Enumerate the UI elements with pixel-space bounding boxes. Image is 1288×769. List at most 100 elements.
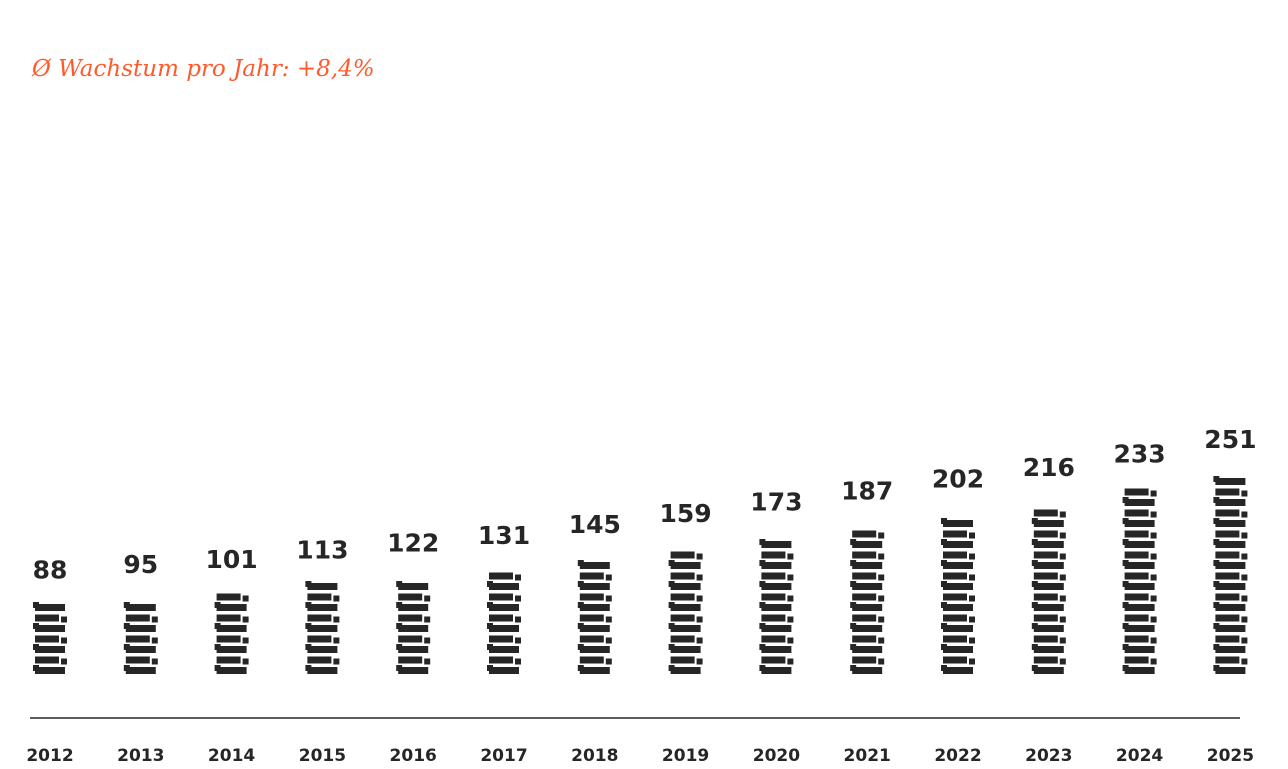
brick [943, 625, 973, 632]
brick [1124, 562, 1155, 569]
brick-stub [850, 665, 857, 671]
brick [579, 614, 604, 622]
brick [1033, 593, 1058, 601]
brick [307, 667, 338, 674]
year-label: 2013 [117, 746, 164, 766]
brick [761, 667, 792, 674]
brick [852, 604, 883, 611]
brick-stub [515, 574, 521, 581]
brick-stub [424, 637, 431, 644]
brick [35, 604, 65, 611]
brick [398, 593, 423, 601]
value-label: 145 [569, 510, 621, 539]
brick [761, 572, 786, 580]
brick [579, 656, 604, 664]
brick [670, 593, 695, 601]
brick-stub [151, 637, 158, 644]
brick [761, 551, 786, 559]
brick-stub [759, 560, 766, 566]
brick-stub [61, 616, 67, 623]
year-label: 2015 [299, 746, 346, 766]
brick-stub [850, 623, 857, 629]
brick-stub [787, 553, 794, 560]
brick-stub [577, 581, 584, 587]
brick-stub [878, 532, 885, 539]
year-label: 2020 [753, 746, 800, 766]
brick-stub [1213, 476, 1220, 482]
brick [1215, 625, 1246, 632]
year-label: 2023 [1025, 746, 1072, 766]
brick [943, 541, 973, 548]
brick-stub [696, 595, 703, 602]
brick [761, 656, 786, 664]
brick-stub [1031, 665, 1038, 671]
brick [1033, 541, 1064, 548]
brick [125, 656, 150, 664]
brick-stub [396, 602, 403, 608]
brick-stub [1059, 637, 1066, 644]
brick-stub [515, 637, 521, 644]
brick-stub [668, 581, 675, 587]
brick-stub [61, 658, 67, 665]
bar-2021 [850, 530, 885, 674]
brick-stub [668, 665, 675, 671]
brick [852, 593, 877, 601]
brick [398, 625, 429, 632]
brick [489, 667, 519, 674]
brick [852, 551, 877, 559]
brick-stub [878, 574, 885, 581]
brick [1215, 488, 1240, 496]
brick [1215, 614, 1240, 622]
bar-2015 [305, 581, 340, 674]
brick-stub [969, 574, 975, 581]
brick [1033, 635, 1058, 643]
brick-stub [1122, 497, 1129, 503]
brick [852, 667, 883, 674]
brick [1033, 646, 1064, 653]
year-label: 2022 [934, 746, 981, 766]
year-label: 2016 [390, 746, 437, 766]
brick [1215, 520, 1246, 527]
brick-stub [1031, 602, 1038, 608]
brick-stub [1031, 518, 1038, 524]
brick-stub [1150, 490, 1157, 497]
bar-2024 [1122, 488, 1157, 674]
brick-stub [605, 616, 612, 623]
brick-stub [969, 658, 975, 665]
brick [125, 635, 150, 643]
brick-stub [1031, 623, 1038, 629]
brick-stub [242, 616, 249, 623]
value-label: 101 [206, 545, 258, 574]
brick-stub [242, 637, 249, 644]
brick [943, 520, 973, 527]
brick [1124, 520, 1155, 527]
brick [307, 656, 332, 664]
brick-stub [1213, 644, 1220, 650]
bar-2020 [759, 539, 794, 674]
brick [852, 635, 877, 643]
brick-stub [759, 539, 766, 545]
brick-stub [878, 616, 885, 623]
value-label: 216 [1023, 453, 1075, 482]
value-label: 251 [1204, 425, 1256, 454]
brick [1215, 499, 1246, 506]
brick [943, 583, 973, 590]
brick [1033, 520, 1064, 527]
brick [943, 614, 967, 622]
brick [1215, 593, 1240, 601]
bar-2016 [396, 581, 431, 674]
brick [398, 635, 423, 643]
brick [943, 646, 973, 653]
brick [1124, 551, 1149, 559]
brick [1124, 646, 1155, 653]
brick-stub [1031, 644, 1038, 650]
labels-layer: 88 2012 95 2013 101 2014 113 2015 122 2016 131 2017… [26, 425, 1256, 766]
brick [1124, 572, 1149, 580]
brick-stub [577, 560, 584, 566]
brick [398, 646, 429, 653]
brick-stub [33, 665, 39, 671]
subtitle-growth-rate: Ø Wachstum pro Jahr: +8,4% [32, 56, 375, 82]
brick [1033, 583, 1064, 590]
brick-stub [941, 539, 947, 545]
brick [489, 572, 513, 580]
